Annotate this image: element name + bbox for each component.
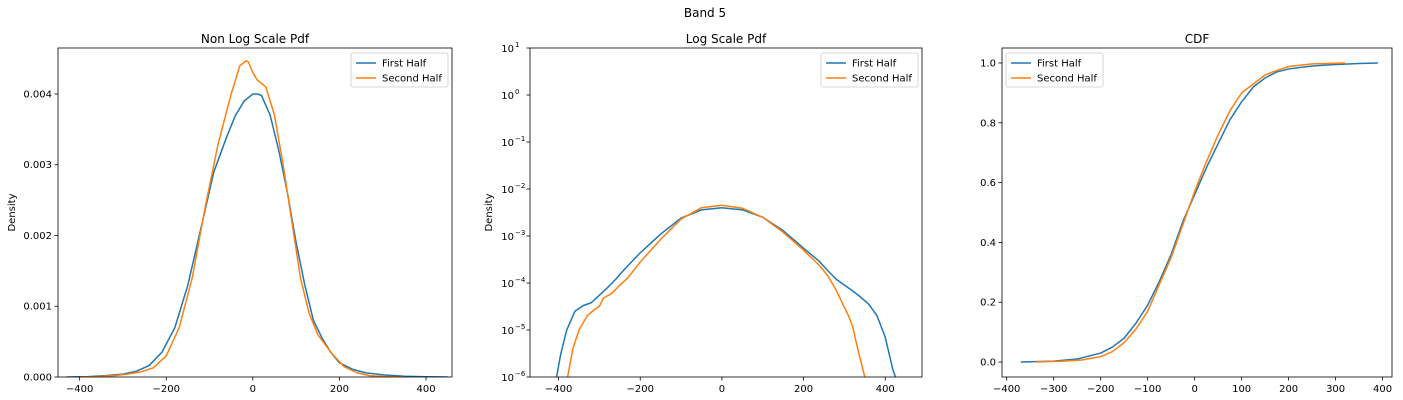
legend: First Half Second Half [820, 52, 919, 88]
y-tick-label: 0.0 [980, 358, 996, 369]
legend: First Half Second Half [350, 52, 449, 88]
legend-label: Second Half [382, 74, 442, 85]
x-tick-label: −200 [627, 384, 654, 395]
x-tick-label: 200 [794, 384, 813, 395]
legend-label: First Half [1037, 59, 1082, 70]
y-tick-label: 10 [501, 279, 514, 290]
x-tick-label: 400 [1373, 384, 1392, 395]
y-tick-label: 0.003 [23, 160, 52, 171]
y-tick-label: 0.4 [980, 238, 996, 249]
y-tick-label: 10 [501, 91, 514, 102]
y-tick-label: 0.2 [980, 298, 996, 309]
y-tick-exponent: 0 [515, 88, 519, 96]
axes-frame [1001, 47, 1393, 378]
y-tick-label: 0.001 [23, 302, 52, 313]
x-tick-label: 0 [719, 384, 725, 395]
legend-label: First Half [852, 59, 897, 70]
series-line-second-half [566, 204, 866, 377]
y-tick-label: 10 [501, 326, 514, 337]
series-line-second-half [1034, 62, 1346, 363]
x-tick-label: 100 [1232, 384, 1251, 395]
x-tick-label: −200 [1087, 384, 1114, 395]
chart-title: Log Scale Pdf [686, 32, 767, 46]
legend: First Half Second Half [1005, 52, 1104, 88]
y-tick-exponent: −2 [515, 182, 525, 190]
y-tick-label: 0.000 [23, 373, 52, 384]
panel-3: −400 −300 −200 −100 0 100 200 300 400 0.0 0.2 0.4 0.… [980, 32, 1393, 395]
y-tick-label: 0.004 [23, 89, 52, 100]
legend-label: First Half [382, 59, 427, 70]
y-tick-exponent: −6 [515, 370, 526, 378]
y-tick-exponent: −3 [515, 229, 525, 237]
x-tick-label: 400 [876, 384, 895, 395]
y-tick-label: 10 [501, 232, 514, 243]
y-tick-label: 10 [501, 185, 514, 196]
legend-label: Second Half [852, 74, 912, 85]
x-tick-label: −400 [993, 384, 1020, 395]
y-tick-label: 0.8 [980, 118, 996, 129]
x-tick-label: 300 [1326, 384, 1345, 395]
x-tick-label: −400 [66, 384, 93, 395]
y-tick-exponent: −5 [515, 323, 525, 331]
series-line-first-half [66, 93, 448, 377]
y-axis-label: Density [7, 193, 18, 231]
panel-1: −400 −200 0 200 400 0.000 0.001 0.002 0.003 0.004… [7, 32, 453, 395]
y-axis-label: Density [484, 193, 495, 231]
legend-label: Second Half [1037, 74, 1097, 85]
y-tick-exponent: −1 [515, 135, 525, 143]
chart-title: Non Log Scale Pdf [201, 32, 310, 46]
axes-frame [529, 47, 923, 378]
y-tick-label: 0.002 [23, 231, 52, 242]
chart-title: CDF [1185, 32, 1210, 46]
x-tick-label: −100 [1134, 384, 1161, 395]
y-tick-exponent: 1 [515, 41, 519, 49]
figure-suptitle: Band 5 [684, 6, 726, 20]
x-tick-label: −300 [1040, 384, 1067, 395]
y-tick-label: 10 [501, 373, 514, 384]
x-tick-label: 200 [330, 384, 349, 395]
x-tick-label: 400 [416, 384, 435, 395]
y-tick-label: 1.0 [980, 58, 996, 69]
x-tick-label: 200 [1279, 384, 1298, 395]
x-tick-label: 0 [1191, 384, 1197, 395]
x-tick-label: −400 [545, 384, 572, 395]
x-tick-label: −200 [153, 384, 180, 395]
y-tick-label: 10 [501, 44, 514, 55]
y-tick-label: 10 [501, 138, 514, 149]
series-line-first-half [555, 206, 897, 377]
series-line-second-half [79, 59, 405, 377]
series-line-first-half [1020, 62, 1378, 363]
axes-frame [57, 47, 453, 378]
y-tick-label: 0.6 [980, 178, 996, 189]
y-tick-exponent: −4 [515, 276, 526, 284]
x-tick-label: 0 [250, 384, 256, 395]
